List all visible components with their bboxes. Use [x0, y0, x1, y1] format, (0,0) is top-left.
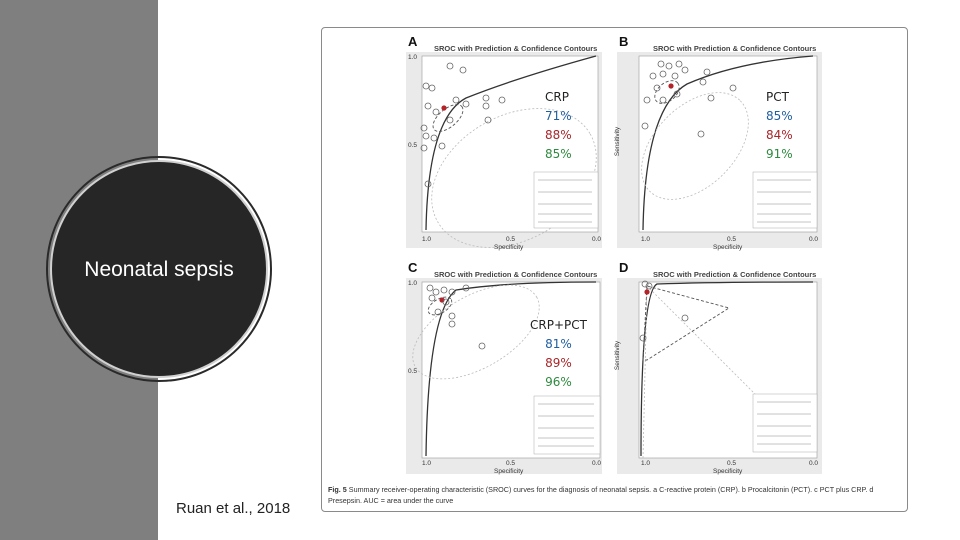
- panel-b: B SROC with Prediction & Confidence Cont…: [614, 34, 822, 254]
- sroc-plot-b: [617, 52, 822, 248]
- x-tick: 1.0: [422, 236, 432, 243]
- stats-crp-pct: CRP+PCT 81% 89% 96%: [530, 316, 587, 392]
- x-axis-label: Specificity: [713, 468, 743, 475]
- panel-title: SROC with Prediction & Confidence Contou…: [653, 44, 817, 53]
- title-circle: Neonatal sepsis: [50, 160, 268, 378]
- x-tick: 0.5: [727, 460, 737, 467]
- sroc-plot-c: [406, 278, 602, 474]
- panel-title: SROC with Prediction & Confidence Contou…: [434, 270, 598, 279]
- x-tick: 0.0: [592, 460, 602, 467]
- y-tick: 0.5: [408, 368, 418, 375]
- sroc-plot-a: [406, 52, 602, 248]
- circle-title: Neonatal sepsis: [84, 257, 234, 281]
- panel-title: SROC with Prediction & Confidence Contou…: [653, 270, 817, 279]
- x-tick: 0.0: [592, 236, 602, 243]
- x-tick: 1.0: [641, 460, 651, 467]
- citation: Ruan et al., 2018: [176, 500, 291, 517]
- y-tick: 1.0: [408, 280, 418, 287]
- stats-name: PCT: [766, 90, 789, 104]
- y-axis-label: Sensitivity: [614, 340, 622, 371]
- x-axis-label: Specificity: [494, 468, 524, 475]
- stats-specificity: 89%: [545, 356, 572, 370]
- stats-name: CRP+PCT: [530, 318, 587, 332]
- panel-letter: C: [408, 260, 418, 275]
- stats-crp: CRP 71% 88% 85%: [545, 88, 572, 164]
- y-tick: 0.5: [408, 142, 418, 149]
- x-tick: 0.5: [506, 236, 516, 243]
- x-tick: 0.0: [809, 460, 819, 467]
- stats-name: CRP: [545, 90, 569, 104]
- panel-title: SROC with Prediction & Confidence Contou…: [434, 44, 598, 53]
- panel-letter: B: [619, 34, 629, 49]
- x-tick: 1.0: [641, 236, 651, 243]
- y-tick: 1.0: [408, 54, 418, 61]
- x-tick: 0.5: [506, 460, 516, 467]
- figure-caption: Fig. 5 Summary receiver-operating charac…: [328, 484, 898, 506]
- stats-sensitivity: 81%: [545, 337, 572, 351]
- panel-letter: D: [619, 260, 629, 275]
- stats-specificity: 84%: [766, 128, 793, 142]
- circle-ring: [46, 156, 272, 382]
- stats-auc: 91%: [766, 147, 793, 161]
- stats-pct: PCT 85% 84% 91%: [766, 88, 793, 164]
- x-tick: 0.0: [809, 236, 819, 243]
- x-tick: 0.5: [727, 236, 737, 243]
- stats-auc: 85%: [545, 147, 572, 161]
- y-axis-label: Sensitivity: [614, 126, 622, 157]
- x-tick: 1.0: [422, 460, 432, 467]
- panel-d: D SROC with Prediction & Confidence Cont…: [614, 260, 822, 476]
- stats-sensitivity: 71%: [545, 109, 572, 123]
- stats-sensitivity: 85%: [766, 109, 793, 123]
- caption-text: Summary receiver-operating characteristi…: [328, 485, 874, 505]
- panel-a: A SROC with Prediction & Confidence Cont…: [406, 34, 602, 254]
- sroc-plot-d: [617, 278, 822, 474]
- panel-letter: A: [408, 34, 418, 49]
- stats-specificity: 88%: [545, 128, 572, 142]
- x-axis-label: Specificity: [713, 244, 743, 251]
- panel-c: C SROC with Prediction & Confidence Cont…: [406, 260, 602, 476]
- x-axis-label: Specificity: [494, 244, 524, 251]
- stats-auc: 96%: [545, 375, 572, 389]
- caption-label: Fig. 5: [328, 485, 347, 494]
